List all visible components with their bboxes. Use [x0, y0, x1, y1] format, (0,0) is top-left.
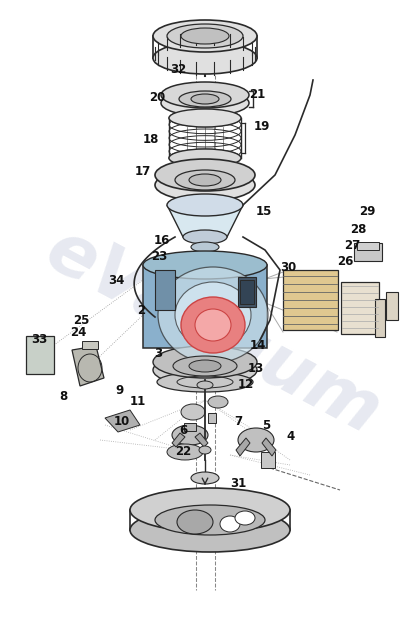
Ellipse shape [181, 297, 245, 353]
Text: 4: 4 [286, 430, 294, 443]
Polygon shape [262, 438, 276, 456]
Text: 11: 11 [130, 396, 146, 408]
Ellipse shape [167, 444, 203, 460]
Text: 20: 20 [149, 91, 166, 104]
Text: 13: 13 [247, 362, 264, 374]
FancyBboxPatch shape [26, 336, 54, 374]
Text: 12: 12 [237, 378, 254, 390]
Ellipse shape [183, 230, 227, 244]
Ellipse shape [167, 24, 243, 48]
Ellipse shape [195, 309, 231, 341]
Text: 24: 24 [70, 326, 87, 339]
Text: 34: 34 [108, 274, 125, 287]
Ellipse shape [155, 169, 255, 201]
Text: 31: 31 [230, 477, 246, 490]
Text: 25: 25 [74, 314, 90, 326]
Polygon shape [143, 265, 267, 348]
FancyBboxPatch shape [238, 277, 256, 307]
Ellipse shape [172, 425, 208, 445]
Ellipse shape [191, 94, 219, 104]
FancyBboxPatch shape [261, 452, 275, 468]
Text: 8: 8 [59, 390, 67, 403]
Ellipse shape [199, 446, 211, 454]
Polygon shape [195, 433, 208, 447]
Ellipse shape [153, 42, 257, 74]
Ellipse shape [130, 508, 290, 552]
Ellipse shape [208, 396, 228, 408]
Text: 2: 2 [137, 304, 145, 317]
Text: 27: 27 [344, 239, 361, 252]
FancyBboxPatch shape [354, 243, 382, 261]
Ellipse shape [238, 428, 274, 452]
Text: 18: 18 [143, 133, 160, 146]
Ellipse shape [173, 356, 237, 376]
Ellipse shape [191, 242, 219, 252]
FancyBboxPatch shape [184, 423, 196, 431]
Ellipse shape [157, 372, 253, 392]
Text: 30: 30 [281, 261, 297, 274]
Ellipse shape [158, 267, 268, 363]
Ellipse shape [143, 251, 267, 279]
Text: 32: 32 [170, 63, 186, 76]
FancyBboxPatch shape [386, 292, 398, 320]
Ellipse shape [177, 510, 213, 534]
Text: 33: 33 [31, 333, 47, 346]
Ellipse shape [161, 82, 249, 108]
Ellipse shape [161, 90, 249, 116]
FancyBboxPatch shape [82, 341, 98, 349]
FancyBboxPatch shape [240, 280, 254, 304]
Ellipse shape [197, 381, 213, 389]
Text: 10: 10 [114, 415, 130, 428]
Text: 22: 22 [175, 445, 191, 458]
Ellipse shape [169, 109, 241, 127]
Ellipse shape [130, 488, 290, 532]
Ellipse shape [189, 174, 221, 186]
FancyBboxPatch shape [208, 413, 216, 423]
Text: 28: 28 [350, 223, 366, 236]
Ellipse shape [235, 511, 255, 525]
Ellipse shape [153, 354, 257, 386]
FancyBboxPatch shape [357, 242, 379, 250]
Ellipse shape [167, 194, 243, 216]
Polygon shape [105, 410, 140, 432]
Text: 21: 21 [249, 88, 266, 100]
Ellipse shape [175, 282, 251, 348]
Text: 7: 7 [234, 415, 242, 428]
Text: 5: 5 [263, 419, 271, 432]
Ellipse shape [189, 360, 221, 372]
Ellipse shape [155, 159, 255, 191]
FancyBboxPatch shape [283, 270, 337, 330]
Ellipse shape [220, 516, 240, 532]
Text: 9: 9 [115, 384, 124, 397]
Ellipse shape [179, 91, 231, 107]
Text: 3: 3 [155, 347, 163, 360]
Text: 17: 17 [135, 165, 151, 178]
Ellipse shape [169, 149, 241, 167]
Ellipse shape [175, 170, 235, 190]
Polygon shape [236, 438, 250, 456]
FancyBboxPatch shape [155, 270, 175, 310]
Polygon shape [72, 346, 104, 386]
Ellipse shape [191, 472, 219, 484]
Text: 15: 15 [256, 205, 272, 218]
Ellipse shape [155, 505, 265, 535]
Ellipse shape [153, 346, 257, 378]
Text: 26: 26 [337, 255, 354, 268]
Text: 19: 19 [254, 120, 270, 133]
Ellipse shape [181, 404, 205, 420]
Polygon shape [167, 205, 243, 237]
Text: 29: 29 [359, 205, 375, 218]
Polygon shape [172, 433, 185, 447]
Text: eVacuum: eVacuum [34, 216, 392, 450]
Text: 23: 23 [151, 250, 168, 262]
Text: 14: 14 [249, 339, 266, 352]
Text: 16: 16 [153, 234, 170, 246]
Ellipse shape [153, 20, 257, 52]
Ellipse shape [181, 28, 229, 44]
Text: 6: 6 [179, 424, 187, 436]
FancyBboxPatch shape [375, 299, 385, 337]
FancyBboxPatch shape [341, 282, 379, 334]
